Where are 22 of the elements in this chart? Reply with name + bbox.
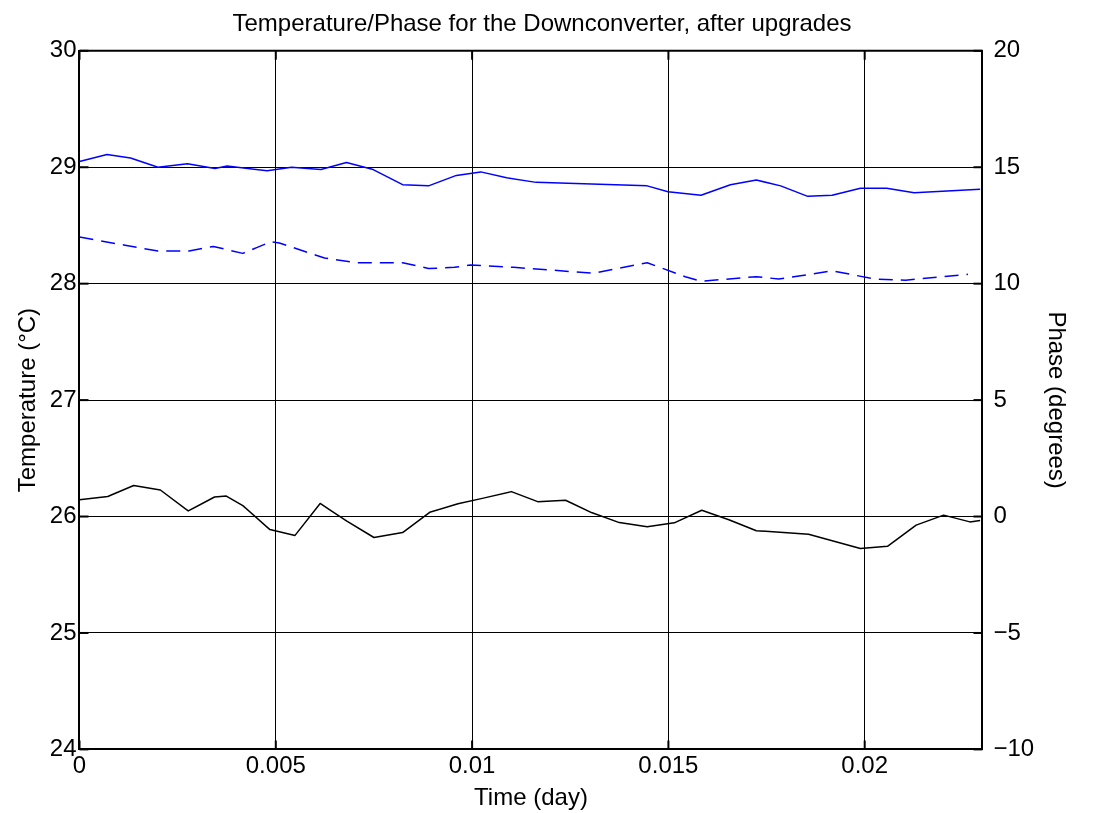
y-tick-label: 30 xyxy=(49,35,77,63)
y-tick-label: 26 xyxy=(49,501,77,529)
y2-tick-label: 10 xyxy=(993,268,1021,296)
y-tick-label: 25 xyxy=(49,617,77,645)
y-axis-title: Temperature (°C) xyxy=(13,307,41,493)
y-tick-label: 29 xyxy=(49,151,77,179)
x-tick-label: 0.005 xyxy=(245,751,306,779)
y-tick-label: 27 xyxy=(49,384,77,412)
y2-tick-label: −10 xyxy=(993,734,1035,762)
chart-title: Temperature/Phase for the Downconverter, after upgrades xyxy=(232,9,852,37)
y2-tick-label: 15 xyxy=(993,151,1021,179)
y2-tick-label: 5 xyxy=(993,384,1007,412)
y2-axis-title: Phase (degrees) xyxy=(1043,311,1071,489)
x-axis-title: Time (day) xyxy=(474,783,588,811)
x-tick-label: 0.02 xyxy=(841,751,889,779)
y2-tick-label: 20 xyxy=(993,35,1021,63)
line-series xyxy=(79,236,969,283)
x-tick-label: 0.015 xyxy=(638,751,699,779)
y2-tick-label: 0 xyxy=(993,501,1007,529)
y2-tick-label: −5 xyxy=(993,617,1021,645)
x-tick-label: 0.01 xyxy=(448,751,496,779)
y-tick-label: 28 xyxy=(49,268,77,296)
